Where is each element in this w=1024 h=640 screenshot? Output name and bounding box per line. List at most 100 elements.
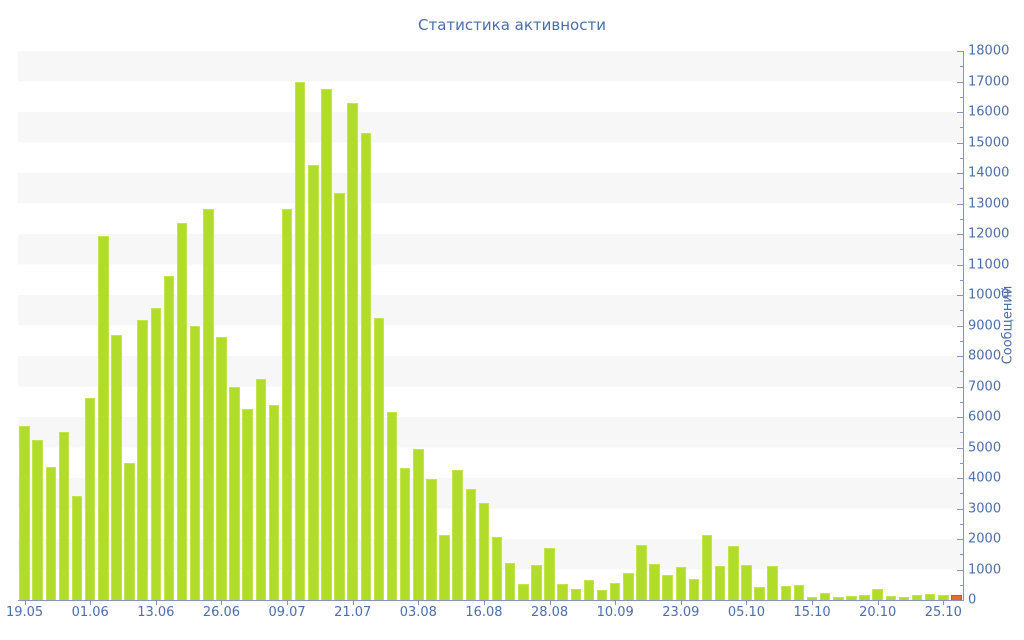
y-tick-minor bbox=[960, 157, 963, 159]
x-tick-label: 16.08 bbox=[465, 605, 503, 620]
y-tick-label: 15000 bbox=[968, 135, 1010, 150]
bar[interactable] bbox=[347, 102, 358, 600]
x-tick-label: 10.09 bbox=[596, 605, 634, 620]
bar[interactable] bbox=[465, 489, 477, 600]
bar[interactable] bbox=[675, 567, 687, 600]
bar[interactable] bbox=[334, 192, 345, 600]
bar[interactable] bbox=[45, 466, 57, 600]
bar[interactable] bbox=[111, 334, 122, 600]
bar[interactable] bbox=[58, 431, 70, 600]
bar[interactable] bbox=[688, 578, 700, 600]
x-axis-line bbox=[18, 600, 964, 601]
bar[interactable] bbox=[491, 536, 503, 600]
bar[interactable] bbox=[623, 572, 634, 600]
y-tick-major bbox=[957, 356, 963, 357]
x-tick bbox=[483, 601, 485, 605]
bar[interactable] bbox=[321, 89, 332, 600]
bar[interactable] bbox=[71, 495, 83, 600]
x-tick-label: 03.08 bbox=[399, 605, 437, 620]
x-tick-label: 28.08 bbox=[530, 605, 569, 620]
bar[interactable] bbox=[806, 596, 818, 600]
bar[interactable] bbox=[137, 320, 148, 600]
bar[interactable] bbox=[478, 503, 490, 600]
y-tick-minor bbox=[960, 432, 963, 434]
y-tick-label: 2000 bbox=[968, 531, 1002, 547]
bar[interactable] bbox=[885, 595, 897, 600]
bar[interactable] bbox=[570, 588, 582, 600]
bar-highlighted[interactable] bbox=[951, 594, 962, 600]
bar[interactable] bbox=[846, 596, 857, 600]
bar[interactable] bbox=[216, 337, 227, 600]
bar[interactable] bbox=[754, 586, 765, 600]
bar[interactable] bbox=[268, 405, 280, 600]
bar[interactable] bbox=[399, 467, 411, 600]
x-tick-label: 01.06 bbox=[71, 605, 109, 620]
y-tick-major bbox=[957, 478, 963, 479]
y-tick-label: 6000 bbox=[968, 409, 1002, 425]
bar[interactable] bbox=[557, 583, 568, 600]
bar[interactable] bbox=[701, 535, 713, 600]
bar[interactable] bbox=[281, 209, 293, 600]
bar[interactable] bbox=[452, 470, 463, 600]
bar[interactable] bbox=[229, 386, 240, 600]
bar[interactable] bbox=[649, 564, 660, 600]
bar[interactable] bbox=[767, 565, 778, 600]
bar[interactable] bbox=[714, 566, 726, 600]
bar[interactable] bbox=[859, 594, 870, 600]
bar[interactable] bbox=[596, 589, 608, 600]
y-tick-label: 12000 bbox=[968, 226, 1010, 242]
y-tick-major bbox=[957, 51, 963, 52]
x-tick bbox=[418, 601, 420, 605]
bar[interactable] bbox=[308, 165, 319, 600]
bar[interactable] bbox=[203, 209, 214, 600]
bar[interactable] bbox=[163, 276, 175, 600]
bar[interactable] bbox=[32, 439, 43, 600]
bar[interactable] bbox=[583, 579, 595, 600]
bar[interactable] bbox=[255, 379, 267, 600]
bar[interactable] bbox=[426, 478, 437, 600]
bar[interactable] bbox=[19, 426, 30, 600]
bar[interactable] bbox=[819, 593, 831, 600]
bar[interactable] bbox=[84, 397, 96, 600]
y-tick-major bbox=[957, 234, 963, 235]
bar[interactable] bbox=[833, 596, 844, 600]
y-tick-major bbox=[957, 508, 963, 510]
y-tick-minor bbox=[960, 188, 963, 190]
bar[interactable] bbox=[294, 81, 306, 600]
bar[interactable] bbox=[531, 564, 542, 600]
bar[interactable] bbox=[924, 593, 936, 600]
bar[interactable] bbox=[636, 545, 647, 600]
bar[interactable] bbox=[728, 546, 739, 600]
bar[interactable] bbox=[373, 317, 385, 600]
bar[interactable] bbox=[242, 409, 253, 600]
bar[interactable] bbox=[150, 307, 162, 600]
bar[interactable] bbox=[741, 564, 752, 600]
bar[interactable] bbox=[938, 595, 949, 600]
bar[interactable] bbox=[544, 547, 555, 600]
bar[interactable] bbox=[780, 585, 792, 600]
bar[interactable] bbox=[439, 535, 450, 600]
y-tick-label: 1000 bbox=[968, 562, 1002, 577]
bar[interactable] bbox=[189, 326, 201, 600]
bar[interactable] bbox=[98, 236, 109, 600]
y-tick-major bbox=[957, 569, 963, 571]
bar[interactable] bbox=[609, 583, 621, 600]
y-tick-minor bbox=[960, 371, 963, 373]
bar[interactable] bbox=[872, 589, 883, 600]
bar[interactable] bbox=[898, 597, 910, 600]
bar[interactable] bbox=[662, 575, 673, 600]
bar[interactable] bbox=[504, 562, 516, 600]
y-tick-label: 7000 bbox=[968, 379, 1002, 394]
y-tick-label: 9000 bbox=[968, 318, 1002, 333]
bar[interactable] bbox=[124, 463, 135, 600]
bar[interactable] bbox=[386, 412, 398, 600]
bar[interactable] bbox=[360, 132, 372, 600]
bar[interactable] bbox=[176, 223, 188, 600]
bar[interactable] bbox=[793, 584, 805, 600]
y-tick-minor bbox=[960, 554, 963, 556]
bar[interactable] bbox=[911, 595, 923, 600]
bar[interactable] bbox=[413, 449, 424, 600]
y-tick-label: 10000 bbox=[968, 287, 1010, 303]
bar[interactable] bbox=[518, 584, 529, 600]
